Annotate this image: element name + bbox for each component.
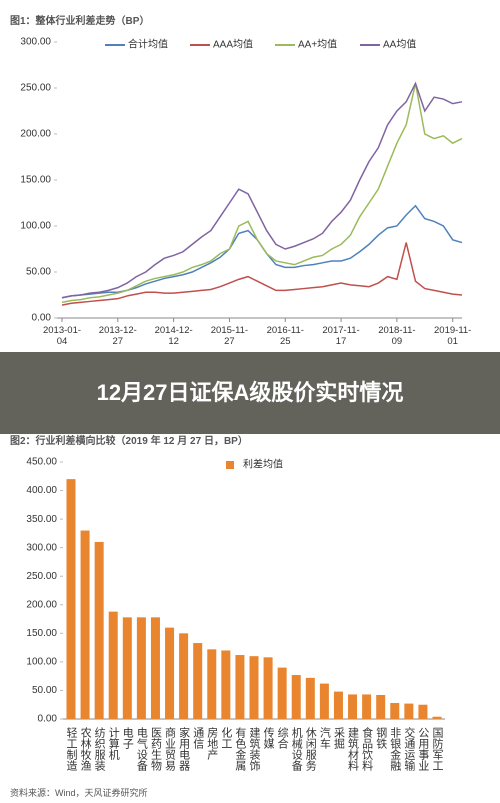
series-line [61, 242, 463, 306]
bar [122, 617, 132, 719]
x-tick-label: 交通运输 [403, 726, 416, 772]
x-tick-label: 2013-12-27 [98, 325, 137, 347]
bar [432, 716, 442, 719]
y-tick-label: 400.00 [26, 485, 57, 496]
y-tick-label: 300.00 [26, 542, 57, 553]
y-tick-label: 150.00 [20, 175, 51, 186]
x-tick-label: 商业贸易 [164, 726, 177, 772]
bar [263, 657, 273, 719]
x-tick-label: 医药生物 [149, 727, 162, 771]
x-tick-label: 传媒 [262, 727, 275, 750]
x-tick-label: 2014-12-12 [154, 325, 193, 347]
bar [404, 703, 414, 719]
banner: 12月27日证保A级股价实时情况 [0, 352, 500, 434]
x-tick-label: 采掘 [332, 727, 345, 750]
bar [319, 683, 329, 719]
x-tick-label: 电子 [121, 727, 134, 749]
x-tick-label: 机械设备 [290, 726, 303, 772]
bar [291, 675, 301, 719]
x-tick-label: 通信 [192, 727, 205, 750]
y-tick-label: 50.00 [26, 267, 51, 278]
legend-label: AAA均值 [213, 38, 253, 51]
bar [207, 649, 217, 719]
bar [333, 691, 343, 719]
bar [418, 704, 428, 719]
figure-title: 图1：整体行业利差走势（BP） [10, 16, 150, 27]
bar [165, 627, 175, 719]
x-tick-label: 农林牧渔 [79, 726, 92, 772]
series-line [61, 81, 463, 299]
bar [348, 694, 358, 719]
y-tick-label: 450.00 [26, 457, 57, 468]
y-tick-label: 150.00 [26, 628, 57, 639]
x-tick-label: 钢铁 [375, 727, 388, 749]
bar [221, 650, 231, 719]
y-tick-label: 250.00 [20, 83, 51, 94]
x-tick-label: 计算机 [107, 727, 120, 760]
y-tick-label: 250.00 [26, 571, 57, 582]
x-tick-label: 有色金属 [234, 726, 247, 772]
bar [136, 617, 146, 719]
x-tick-label: 建筑装饰 [248, 726, 261, 771]
x-tick-label: 纺织服装 [93, 726, 106, 772]
bar [249, 656, 259, 719]
x-tick-label: 汽车 [318, 726, 331, 750]
x-tick-label: 公用事业 [417, 727, 430, 771]
x-tick-label: 2013-01-04 [42, 325, 82, 347]
bar [390, 703, 400, 719]
y-tick-label: 50.00 [32, 685, 57, 696]
legend-label: 利差均值 [243, 458, 283, 471]
x-tick-label: 电气设备 [135, 727, 148, 772]
figure-title: 图2：行业利差横向比较（2019 年 12 月 27 日，BP） [10, 436, 248, 447]
legend-label: AA均值 [383, 38, 416, 51]
bar [80, 530, 90, 719]
source: 资料来源：Wind，天风证券研究所 [10, 788, 148, 798]
bar [362, 694, 372, 719]
bar [150, 617, 160, 719]
x-tick-label: 建筑材料 [347, 726, 360, 772]
bar [277, 667, 287, 719]
x-tick-label: 综合 [276, 726, 289, 749]
x-tick-label: 2018-11-09 [378, 325, 416, 347]
series-line [61, 83, 463, 304]
x-tick-label: 房地产 [206, 727, 219, 761]
x-tick-label: 2015-11-27 [210, 325, 249, 347]
x-tick-label: 化工 [220, 726, 233, 749]
y-tick-label: 0.00 [32, 313, 52, 324]
overlay-title: 12月27日证保A级股价实时情况 [96, 380, 404, 405]
bar [305, 677, 315, 719]
x-tick-label: 轻工制造 [65, 726, 78, 771]
y-tick-label: 100.00 [20, 221, 51, 232]
bar [108, 611, 118, 719]
bar [66, 479, 76, 719]
legend-swatch [226, 461, 234, 469]
x-tick-label: 家用电器 [178, 726, 191, 772]
y-tick-label: 350.00 [26, 514, 57, 525]
bar [235, 655, 245, 719]
bar [193, 643, 203, 719]
x-tick-label: 非银金融 [389, 727, 402, 772]
y-tick-label: 200.00 [26, 599, 57, 610]
y-tick-label: 300.00 [20, 37, 51, 48]
y-tick-label: 0.00 [38, 714, 58, 725]
y-tick-label: 200.00 [20, 129, 51, 140]
x-tick-label: 2019-11-01 [434, 325, 472, 347]
legend-label: 合计均值 [128, 38, 168, 51]
bar [179, 633, 189, 719]
bar [376, 695, 386, 719]
x-tick-label: 2016-11-25 [266, 325, 304, 347]
bar [94, 541, 104, 719]
y-tick-label: 100.00 [26, 657, 57, 668]
legend-label: AA+均值 [298, 38, 337, 51]
x-tick-label: 2017-11-17 [322, 325, 360, 347]
x-tick-label: 食品饮料 [361, 726, 374, 772]
x-tick-label: 国防军工 [431, 727, 444, 771]
x-tick-label: 休闲服务 [304, 727, 317, 771]
